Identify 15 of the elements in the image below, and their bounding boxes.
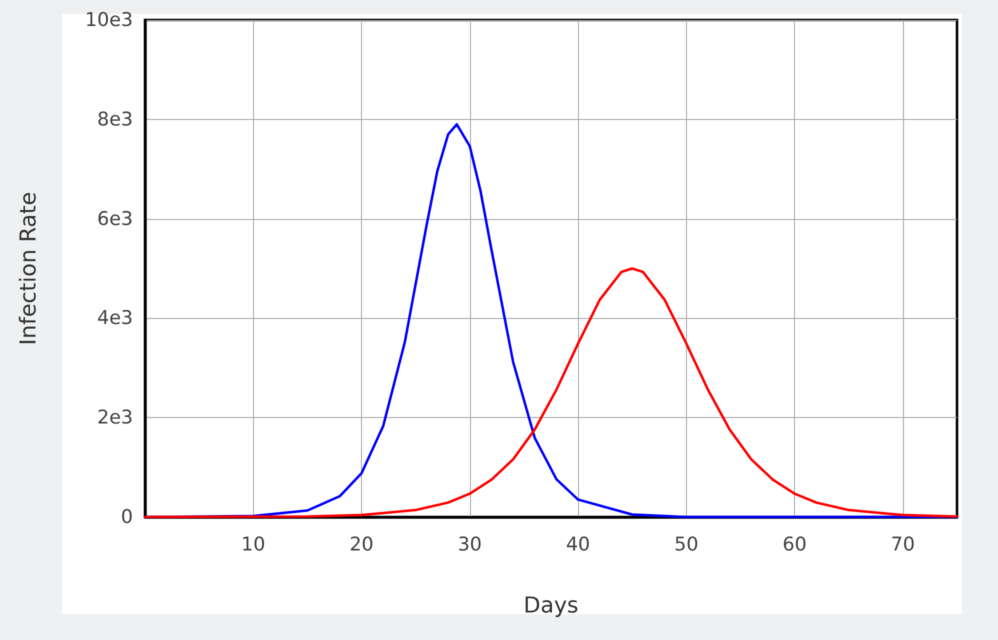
y-tick-label: 8e3 <box>97 108 133 130</box>
x-tick-label: 50 <box>674 534 698 556</box>
x-tick-label: 10 <box>241 534 266 556</box>
x-tick-label: 40 <box>566 534 590 556</box>
y-tick-label: 6e3 <box>97 208 133 230</box>
x-tick-label: 60 <box>782 534 807 556</box>
y-tick-label: 2e3 <box>97 406 133 429</box>
y-tick-label: 10e3 <box>85 9 133 31</box>
x-tick-label: 70 <box>890 534 915 556</box>
y-axis-title: Infection Rate <box>16 192 42 346</box>
y-tick-label: 4e3 <box>97 307 133 330</box>
x-axis-title: Days <box>524 594 578 618</box>
x-tick-label: 20 <box>349 534 374 556</box>
y-tick-label: 0 <box>120 506 133 528</box>
x-tick-label: 30 <box>458 534 482 556</box>
